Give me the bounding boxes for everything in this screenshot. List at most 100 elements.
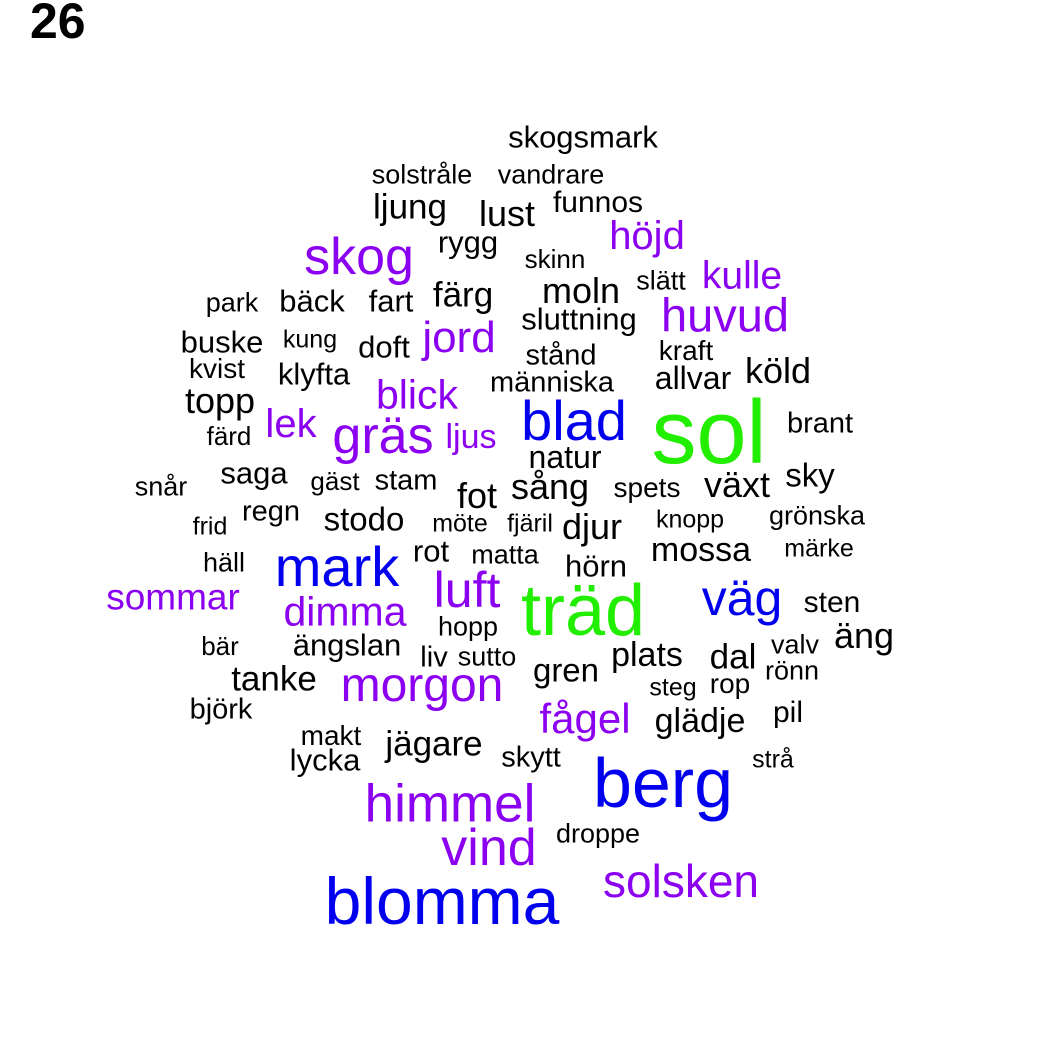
word-rot: rot bbox=[412, 533, 450, 569]
word-människa: människa bbox=[489, 366, 615, 399]
word-vind: vind bbox=[441, 819, 537, 877]
word-fart: fart bbox=[368, 283, 414, 319]
word-ljus: ljus bbox=[445, 418, 497, 456]
word-snår: snår bbox=[134, 471, 188, 502]
word-huvud: huvud bbox=[660, 288, 790, 342]
word-möte: möte bbox=[432, 509, 488, 538]
word-solsken: solsken bbox=[603, 855, 759, 907]
word-växt: växt bbox=[703, 464, 771, 505]
word-rönn: rönn bbox=[764, 655, 820, 686]
word-stam: stam bbox=[374, 464, 438, 497]
word-jägare: jägare bbox=[385, 724, 483, 764]
word-spets: spets bbox=[613, 472, 681, 503]
word-gren: gren bbox=[532, 651, 600, 689]
word-pil: pil bbox=[772, 696, 804, 729]
word-bär: bär bbox=[201, 631, 239, 661]
word-väg: väg bbox=[701, 570, 783, 626]
word-slätt: slätt bbox=[636, 265, 686, 296]
word-droppe: droppe bbox=[555, 818, 641, 849]
word-sten: sten bbox=[803, 586, 861, 619]
word-skytt: skytt bbox=[501, 741, 561, 774]
word-fågel: fågel bbox=[539, 695, 631, 742]
word-dimma: dimma bbox=[283, 588, 407, 635]
word-knopp: knopp bbox=[655, 505, 725, 534]
word-valv: valv bbox=[770, 629, 820, 660]
word-kraft: kraft bbox=[658, 335, 714, 366]
word-äng: äng bbox=[833, 615, 895, 656]
word-sol: sol bbox=[651, 383, 767, 483]
word-kung: kung bbox=[282, 325, 338, 354]
word-saga: saga bbox=[220, 455, 288, 491]
word-färg: färg bbox=[432, 275, 494, 315]
word-lycka: lycka bbox=[289, 742, 361, 778]
word-blad: blad bbox=[521, 389, 627, 452]
word-berg: berg bbox=[592, 744, 734, 822]
word-luft: luft bbox=[433, 562, 501, 618]
word-köld: köld bbox=[744, 350, 812, 391]
word-klyfta: klyfta bbox=[277, 356, 351, 392]
page-number: 26 bbox=[30, 0, 86, 49]
word-solstråle: solstråle bbox=[371, 159, 473, 190]
word-frid: frid bbox=[192, 512, 228, 541]
word-rop: rop bbox=[709, 668, 751, 699]
word-hörn: hörn bbox=[564, 548, 628, 584]
word-djur: djur bbox=[561, 506, 623, 547]
word-himmel: himmel bbox=[364, 774, 536, 834]
word-kulle: kulle bbox=[701, 254, 783, 298]
word-brant: brant bbox=[786, 407, 854, 440]
word-grönska: grönska bbox=[768, 500, 866, 531]
word-lust: lust bbox=[478, 193, 536, 234]
word-ljung: ljung bbox=[373, 187, 447, 227]
word-träd: träd bbox=[520, 571, 646, 651]
word-doft: doft bbox=[358, 329, 410, 365]
word-skog: skog bbox=[304, 228, 414, 286]
word-höjd: höjd bbox=[609, 214, 685, 258]
word-gräs: gräs bbox=[332, 407, 434, 465]
word-glädje: glädje bbox=[654, 702, 746, 740]
word-sommar: sommar bbox=[106, 576, 240, 618]
word-liv: liv bbox=[420, 641, 448, 674]
word-vandrare: vandrare bbox=[497, 159, 605, 190]
word-steg: steg bbox=[649, 673, 697, 702]
word-sky: sky bbox=[785, 456, 835, 494]
word-park: park bbox=[205, 287, 259, 318]
word-moln: moln bbox=[541, 270, 621, 311]
word-sluttning: sluttning bbox=[521, 301, 637, 337]
word-gäst: gäst bbox=[310, 466, 360, 496]
word-kvist: kvist bbox=[189, 353, 245, 384]
word-färd: färd bbox=[206, 421, 252, 451]
word-jord: jord bbox=[422, 313, 496, 362]
word-buske: buske bbox=[180, 324, 264, 360]
word-mark: mark bbox=[274, 535, 400, 598]
word-topp: topp bbox=[184, 380, 256, 421]
word-allvar: allvar bbox=[654, 360, 732, 396]
word-märke: märke bbox=[784, 534, 854, 563]
word-plats: plats bbox=[611, 636, 683, 674]
word-blomma: blomma bbox=[324, 864, 560, 938]
word-sång: sång bbox=[510, 466, 590, 507]
word-skogsmark: skogsmark bbox=[508, 119, 658, 155]
word-makt: makt bbox=[300, 720, 362, 751]
word-strå: strå bbox=[752, 745, 794, 774]
word-sutto: sutto bbox=[457, 641, 517, 672]
word-rygg: rygg bbox=[437, 224, 499, 260]
word-morgon: morgon bbox=[340, 659, 504, 712]
word-häll: häll bbox=[202, 547, 246, 578]
word-lek: lek bbox=[265, 402, 317, 446]
word-tanke: tanke bbox=[231, 659, 317, 699]
word-mossa: mossa bbox=[650, 531, 752, 569]
word-regn: regn bbox=[241, 495, 301, 528]
word-björk: björk bbox=[189, 693, 253, 726]
word-fot: fot bbox=[456, 475, 498, 516]
word-matta: matta bbox=[471, 539, 539, 570]
word-fjäril: fjäril bbox=[507, 509, 553, 538]
word-blick: blick bbox=[375, 371, 459, 418]
word-funnos: funnos bbox=[552, 186, 644, 219]
word-natur: natur bbox=[528, 439, 602, 475]
word-dal: dal bbox=[709, 637, 757, 677]
word-ängslan: ängslan bbox=[292, 627, 402, 663]
word-stånd: stånd bbox=[525, 339, 597, 372]
word-stodo: stodo bbox=[323, 500, 405, 538]
word-skinn: skinn bbox=[524, 244, 586, 274]
